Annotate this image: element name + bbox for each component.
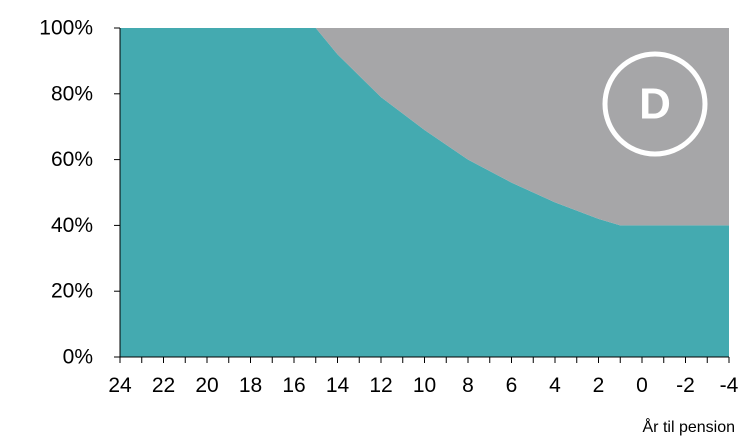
x-tick-label: 22 xyxy=(152,374,175,397)
x-tick-label: -2 xyxy=(676,374,695,397)
badge-label: D xyxy=(639,80,671,129)
x-tick-label: 12 xyxy=(369,374,392,397)
x-tick-label: 4 xyxy=(549,374,561,397)
badge: D xyxy=(602,51,708,157)
y-tick-label: 80% xyxy=(51,82,93,105)
x-tick-label: -4 xyxy=(720,374,739,397)
y-tick-label: 40% xyxy=(51,214,93,237)
x-tick-label: 20 xyxy=(195,374,218,397)
x-tick-label: 18 xyxy=(239,374,262,397)
y-tick-label: 100% xyxy=(39,17,93,40)
y-tick-label: 0% xyxy=(63,346,93,369)
y-axis: 0% 20% 40% 60% 80% 100% xyxy=(39,17,121,369)
x-tick-label: 16 xyxy=(282,374,305,397)
x-tick-label: 24 xyxy=(108,374,132,397)
x-tick-label: 2 xyxy=(593,374,605,397)
x-tick-label: 8 xyxy=(462,374,474,397)
plot-area xyxy=(120,28,729,357)
y-tick-label: 60% xyxy=(51,148,93,171)
badge-circle xyxy=(602,51,708,157)
x-tick-label: 10 xyxy=(413,374,436,397)
y-tick-label: 20% xyxy=(51,280,93,303)
x-axis-label: År til pension xyxy=(643,417,736,436)
x-tick-label: 0 xyxy=(636,374,648,397)
x-axis: 24 22 20 18 16 14 12 10 8 6 4 2 0 -2 -4 xyxy=(108,356,739,397)
x-tick-label: 6 xyxy=(506,374,518,397)
area-series-0 xyxy=(120,28,729,357)
x-tick-label: 14 xyxy=(326,374,350,397)
area-series-1 xyxy=(120,28,729,226)
